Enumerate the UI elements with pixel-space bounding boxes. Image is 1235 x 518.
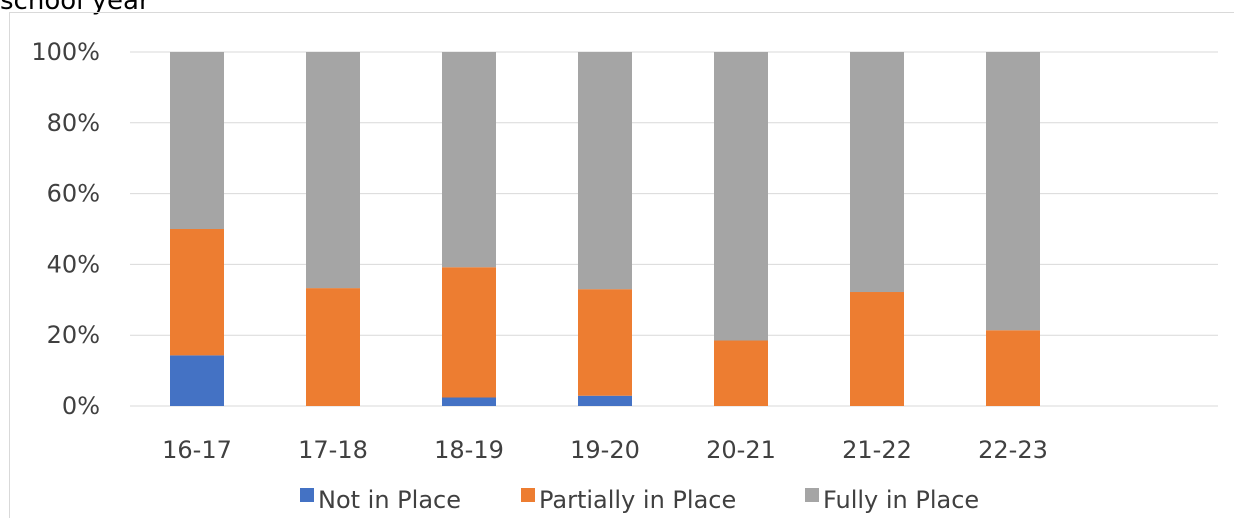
chart-frame: [9, 12, 1234, 518]
legend-item-partially-in-place[interactable]: Partially in Place: [521, 486, 736, 514]
bar-18-19-fully-in-place[interactable]: [442, 52, 496, 268]
bar-21-22-fully-in-place[interactable]: [850, 52, 904, 293]
x-tick-label: 21-22: [842, 436, 912, 464]
x-tick-label: 16-17: [162, 436, 232, 464]
legend-swatch: [805, 488, 819, 502]
bar-22-23-fully-in-place[interactable]: [986, 52, 1040, 331]
bar-18-19-partially-in-place[interactable]: [442, 267, 496, 398]
legend-swatch: [300, 488, 314, 502]
x-tick-label: 20-21: [706, 436, 776, 464]
bar-18-19-not-in-place[interactable]: [442, 397, 496, 406]
bar-16-17-not-in-place[interactable]: [170, 355, 224, 406]
legend-swatch: [521, 488, 535, 502]
bar-22-23-partially-in-place[interactable]: [986, 330, 1040, 406]
bar-17-18-partially-in-place[interactable]: [306, 288, 360, 406]
legend-item-fully-in-place[interactable]: Fully in Place: [805, 486, 979, 514]
bar-17-18-fully-in-place[interactable]: [306, 52, 360, 289]
bar-20-21-partially-in-place[interactable]: [714, 340, 768, 406]
y-axis-ticks: 0% 20% 40% 60% 80% 100%: [31, 38, 100, 420]
legend[interactable]: Not in Place Partially in Place Fully in P…: [300, 486, 979, 514]
legend-label: Partially in Place: [539, 486, 736, 514]
y-tick-label: 20%: [47, 321, 100, 349]
bar-19-20-not-in-place[interactable]: [578, 395, 632, 406]
bar-16-17-partially-in-place[interactable]: [170, 229, 224, 356]
bar-21-22-partially-in-place[interactable]: [850, 292, 904, 406]
legend-label: Fully in Place: [823, 486, 979, 514]
x-axis-ticks: 16-17 17-18 18-19 19-20 20-21 21-22 22-23: [162, 436, 1048, 464]
legend-label: Not in Place: [318, 486, 461, 514]
bar-19-20-partially-in-place[interactable]: [578, 289, 632, 396]
y-tick-label: 100%: [31, 38, 100, 66]
y-tick-label: 0%: [62, 392, 100, 420]
y-tick-label: 40%: [47, 250, 100, 278]
x-tick-label: 17-18: [298, 436, 368, 464]
bar-19-20-fully-in-place[interactable]: [578, 52, 632, 290]
y-tick-label: 80%: [47, 109, 100, 137]
bar-16-17-fully-in-place[interactable]: [170, 52, 224, 229]
x-tick-label: 18-19: [434, 436, 504, 464]
bars: [170, 52, 1040, 406]
gridlines: [130, 51, 1218, 407]
bar-20-21-fully-in-place[interactable]: [714, 52, 768, 341]
x-tick-label: 22-23: [978, 436, 1048, 464]
legend-item-not-in-place[interactable]: Not in Place: [300, 486, 461, 514]
x-tick-label: 19-20: [570, 436, 640, 464]
y-tick-label: 60%: [47, 180, 100, 208]
